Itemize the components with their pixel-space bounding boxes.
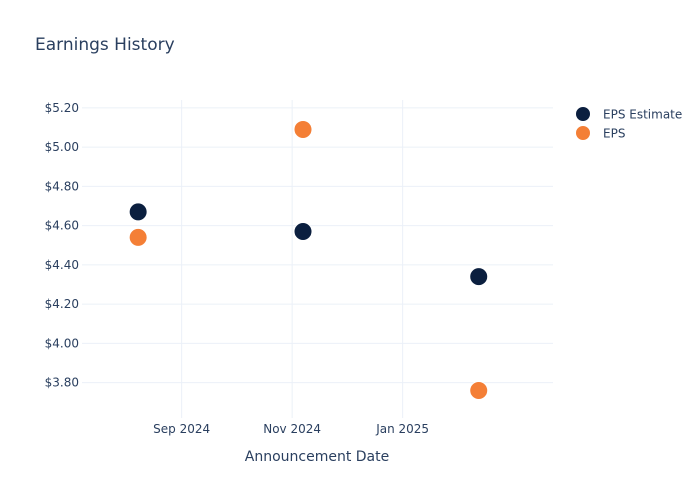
legend[interactable]: EPS Estimate EPS: [575, 106, 683, 141]
eps-estimate-point[interactable]: [469, 267, 489, 287]
y-tick-label: $5.20: [45, 101, 79, 115]
legend-label[interactable]: EPS: [603, 127, 625, 141]
y-axis-ticks: $3.80 $4.00 $4.20 $4.40 $4.60 $4.80 $5.00 $5.20: [45, 101, 79, 390]
x-tick-label: Sep 2024: [153, 422, 210, 436]
x-tick-label: Nov 2024: [263, 422, 321, 436]
eps-estimate-point[interactable]: [293, 222, 313, 242]
y-tick-label: $4.60: [45, 219, 79, 233]
legend-label[interactable]: EPS Estimate: [603, 108, 682, 122]
x-axis-title: Announcement Date: [245, 449, 389, 465]
y-tick-label: $4.00: [45, 336, 79, 350]
y-tick-label: $4.20: [45, 297, 79, 311]
eps-point[interactable]: [293, 119, 313, 139]
y-tick-label: $4.40: [45, 258, 79, 272]
y-tick-label: $5.00: [45, 140, 79, 154]
eps-point[interactable]: [128, 227, 148, 247]
x-tick-label: Jan 2025: [375, 422, 429, 436]
eps-point[interactable]: [469, 381, 489, 401]
legend-marker[interactable]: [575, 106, 591, 122]
legend-marker[interactable]: [575, 125, 591, 141]
x-axis-ticks: Sep 2024 Nov 2024 Jan 2025: [153, 422, 429, 436]
eps-estimate-point[interactable]: [128, 202, 148, 222]
grid-lines: [82, 100, 553, 418]
data-points: [128, 119, 489, 401]
y-tick-label: $4.80: [45, 179, 79, 193]
chart-title: Earnings History: [35, 35, 175, 55]
y-tick-label: $3.80: [45, 376, 79, 390]
